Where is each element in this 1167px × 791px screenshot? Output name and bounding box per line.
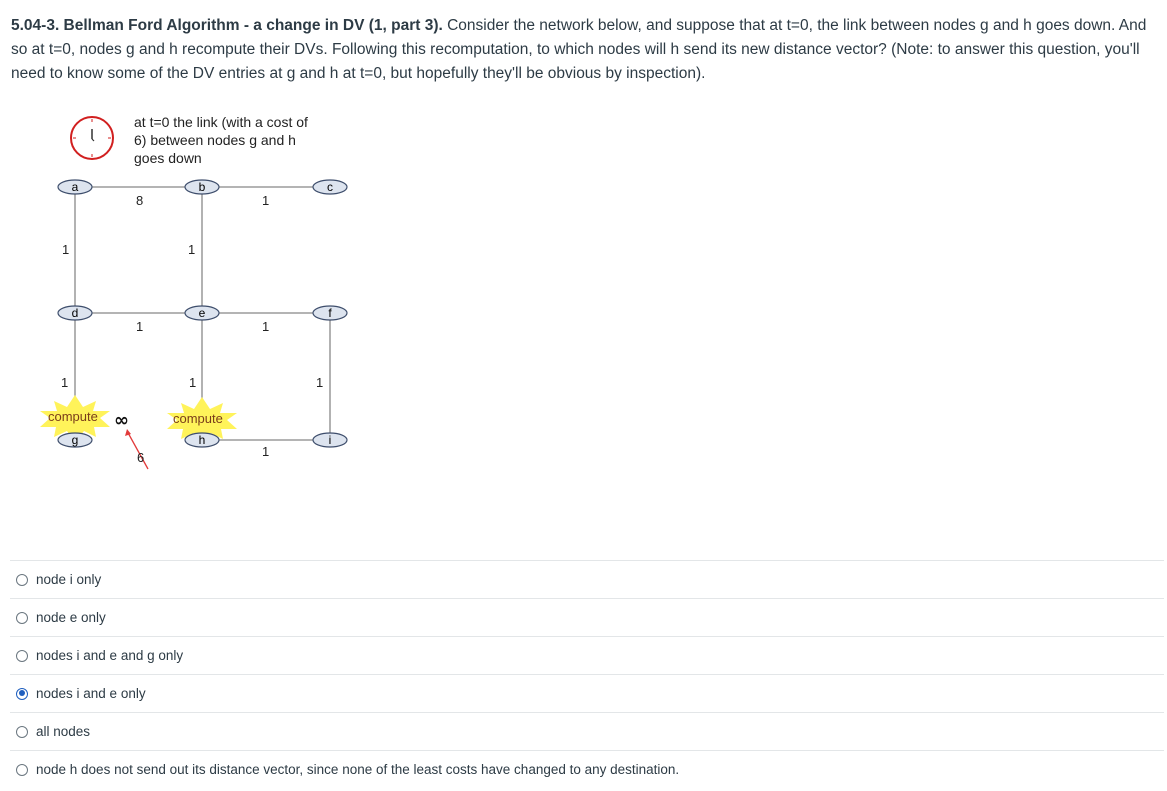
radio-button[interactable] (16, 763, 28, 776)
radio-button[interactable] (16, 573, 28, 586)
answer-option-1[interactable]: node i only (10, 560, 1164, 598)
answer-label: all nodes (36, 724, 91, 739)
node-h: h (184, 432, 220, 448)
question-body: Consider the network below, and suppose … (11, 17, 1147, 82)
answer-label: node h does not send out its distance ve… (36, 762, 680, 777)
node-a: a (57, 179, 93, 195)
node-b-label: b (199, 180, 206, 194)
node-f-label: f (328, 306, 332, 320)
radio-button[interactable] (16, 725, 28, 738)
node-a-label: a (72, 180, 79, 194)
cost-a-d: 1 (62, 242, 69, 257)
cost-a-b: 8 (136, 193, 143, 208)
answer-option-6[interactable]: node h does not send out its distance ve… (10, 750, 1164, 788)
cost-b-e: 1 (188, 242, 195, 257)
node-c: c (312, 179, 348, 195)
node-i-label: i (329, 433, 332, 447)
radio-button[interactable] (16, 649, 28, 662)
node-i: i (312, 432, 348, 448)
answer-label: node i only (36, 572, 102, 587)
node-g: g (57, 432, 93, 448)
cost-d-g: 1 (61, 375, 68, 390)
caption-line-1: at t=0 the link (with a cost of (134, 114, 308, 130)
node-h-label: h (199, 433, 206, 447)
compute-label-h: compute (173, 411, 223, 426)
answer-option-2[interactable]: node e only (10, 598, 1164, 636)
network-diagram: at t=0 the link (with a cost of 6) betwe… (40, 114, 348, 470)
answer-option-4[interactable]: nodes i and e only (10, 674, 1164, 712)
answer-option-5[interactable]: all nodes (10, 712, 1164, 750)
cost-e-f: 1 (262, 319, 269, 334)
radio-button-selected[interactable] (16, 687, 28, 700)
compute-burst-g (40, 395, 110, 443)
cost-h-i: 1 (262, 444, 269, 459)
strike-arrowhead (125, 429, 131, 436)
answer-label: nodes i and e only (36, 686, 146, 701)
answer-label: node e only (36, 610, 106, 625)
node-b: b (184, 179, 220, 195)
cost-g-h-new: ∞ (114, 410, 129, 431)
caption-line-3: goes down (134, 150, 202, 166)
node-e: e (184, 305, 220, 321)
question-text: 5.04-3. Bellman Ford Algorithm - a chang… (11, 14, 1159, 86)
node-d: d (57, 305, 93, 321)
question-title: 5.04-3. Bellman Ford Algorithm - a chang… (11, 17, 443, 34)
node-f: f (312, 305, 348, 321)
strike-mark (126, 430, 149, 470)
compute-burst-h (167, 397, 237, 445)
compute-label-g: compute (48, 409, 98, 424)
node-c-label: c (327, 180, 333, 194)
answer-list: node i only node e only nodes i and e an… (10, 560, 1164, 788)
clock-icon (70, 116, 114, 160)
cost-e-h: 1 (189, 375, 196, 390)
cost-g-h-old: 6 (137, 450, 144, 465)
node-d-label: d (72, 306, 79, 320)
node-e-label: e (199, 306, 206, 320)
cost-f-i: 1 (316, 375, 323, 390)
cost-b-c: 1 (262, 193, 269, 208)
cost-d-e: 1 (136, 319, 143, 334)
caption-line-2: 6) between nodes g and h (134, 132, 296, 148)
node-g-label: g (72, 433, 79, 447)
radio-button[interactable] (16, 611, 28, 624)
answer-option-3[interactable]: nodes i and e and g only (10, 636, 1164, 674)
answer-label: nodes i and e and g only (36, 648, 184, 663)
